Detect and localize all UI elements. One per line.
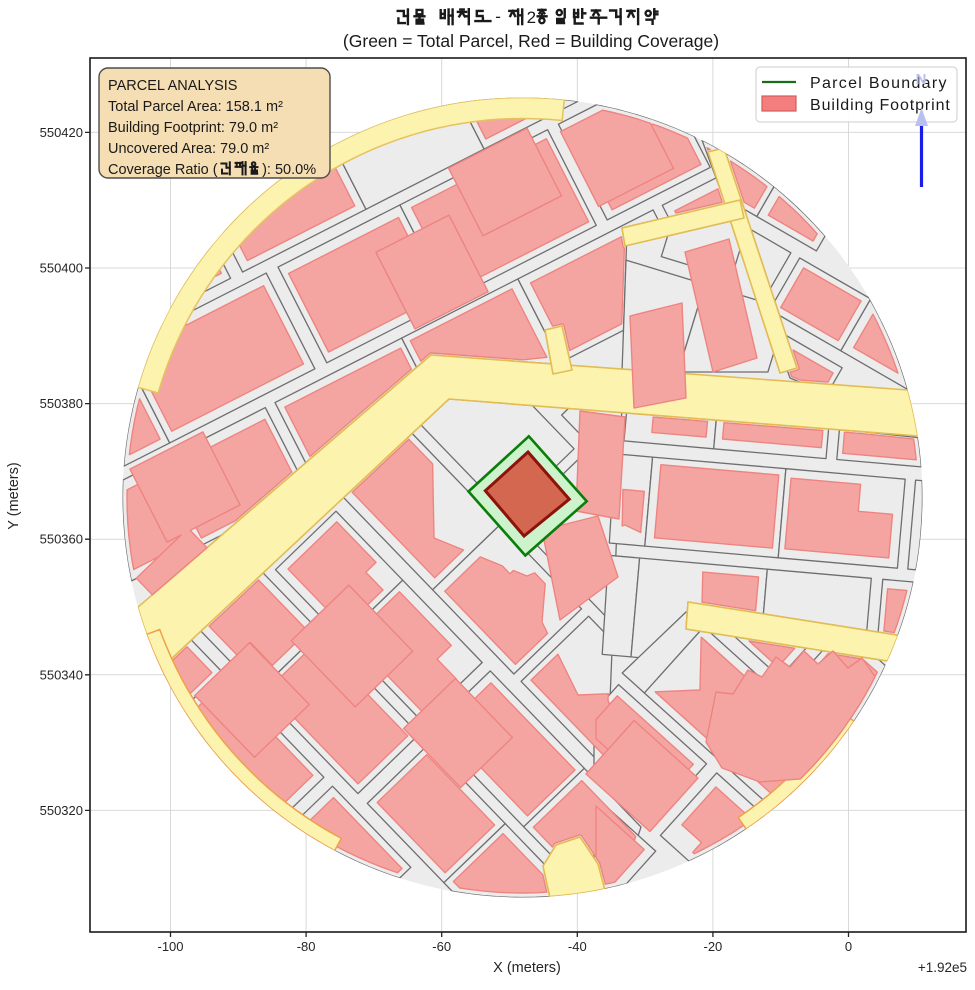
svg-text:-20: -20 [704, 939, 723, 954]
svg-text:): 50.0%: ): 50.0% [262, 162, 316, 178]
svg-text:Total Parcel Area: 158.1 m²: Total Parcel Area: 158.1 m² [108, 99, 283, 115]
svg-text:N: N [916, 71, 927, 88]
svg-text:Building Footprint: 79.0 m²: Building Footprint: 79.0 m² [108, 120, 278, 136]
svg-text:Uncovered Area: 79.0 m²: Uncovered Area: 79.0 m² [108, 141, 269, 157]
svg-text:550380: 550380 [40, 396, 83, 411]
svg-text:PARCEL ANALYSIS: PARCEL ANALYSIS [108, 78, 237, 94]
svg-text:Coverage Ratio (: Coverage Ratio ( [108, 162, 218, 178]
svg-text:(Green = Total Parcel, Red = B: (Green = Total Parcel, Red = Building Co… [343, 31, 719, 51]
svg-text:-40: -40 [568, 939, 587, 954]
svg-text:550400: 550400 [40, 261, 83, 276]
svg-text:X (meters): X (meters) [493, 960, 561, 976]
svg-text:-60: -60 [432, 939, 451, 954]
svg-text:Parcel Boundary: Parcel Boundary [810, 75, 948, 92]
svg-text:-80: -80 [297, 939, 316, 954]
svg-text:550340: 550340 [40, 667, 83, 682]
svg-text:550360: 550360 [40, 532, 83, 547]
svg-text:550420: 550420 [40, 125, 83, 140]
svg-text:-100: -100 [157, 939, 183, 954]
svg-text:0: 0 [845, 939, 852, 954]
svg-text:-: - [495, 7, 501, 26]
svg-text:Building Footprint: Building Footprint [810, 97, 951, 114]
svg-text:2: 2 [527, 8, 536, 27]
svg-text:+1.92e5: +1.92e5 [918, 960, 967, 975]
svg-text:Y (meters): Y (meters) [6, 462, 22, 529]
svg-text:550320: 550320 [40, 803, 83, 818]
